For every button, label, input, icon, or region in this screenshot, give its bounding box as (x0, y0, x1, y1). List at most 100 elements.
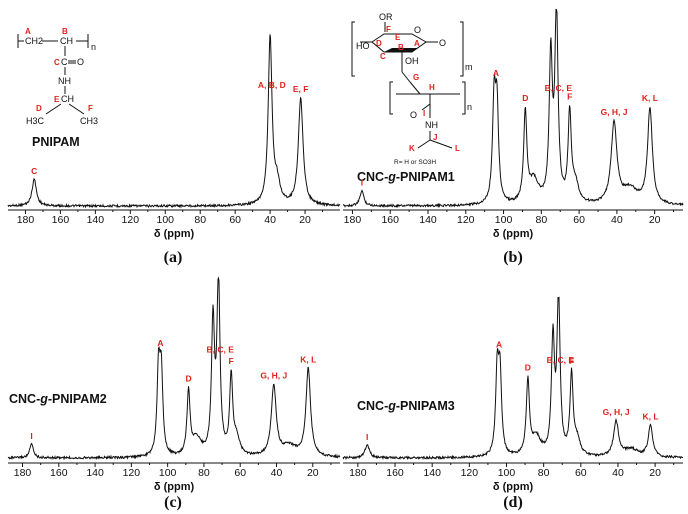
x-tick-label: 180 (344, 214, 362, 226)
panel-label: (a) (164, 249, 183, 266)
x-axis-label: δ (ppm) (493, 481, 534, 493)
peak-label: A, B, D (258, 80, 286, 90)
struct-a-n: n (91, 42, 96, 52)
x-tick-label: 160 (50, 467, 68, 479)
struct-b-label-k: K (409, 144, 415, 153)
x-tick-label: 100 (159, 467, 177, 479)
x-tick-label: 80 (538, 467, 550, 479)
struct-b-note: R= H or SO3H (394, 159, 436, 166)
peak-label: F (567, 92, 572, 102)
panel-label: (d) (503, 494, 523, 511)
x-tick-label: 20 (299, 214, 311, 226)
struct-b-or: OR (379, 12, 393, 22)
nmr-panel-b: 180 160 140 120 100 80 60 40 20 δ (ppm) (b) CNC-g-P… (342, 8, 684, 266)
struct-a-label-d: D (36, 104, 42, 113)
x-tick-label: 40 (612, 467, 624, 479)
struct-a-nh: NH (58, 76, 71, 86)
peak-label: D (525, 363, 531, 373)
x-tick-label: 120 (461, 467, 479, 479)
nmr-panel-c: 180 160 140 120 100 80 60 40 20 δ (ppm)(c) CNC-g-P… (7, 276, 341, 511)
struct-a-label-c: C (54, 58, 60, 67)
struct-b-m: m (465, 62, 473, 72)
pnipam-structure: A CH2 B CH n C C O NH E CH D F H3C CH3 P… (17, 27, 98, 149)
struct-a-h3c: H3C (26, 116, 45, 126)
struct-b-label-e: E (395, 33, 401, 42)
x-tick-label: 60 (234, 467, 246, 479)
struct-b-label-g: G (413, 73, 419, 82)
peak-label: C (31, 166, 37, 176)
x-tick-label: 40 (264, 214, 276, 226)
x-tick-label: 20 (649, 214, 661, 226)
struct-a-c: C (61, 57, 68, 67)
peak-label: B, C, E (545, 83, 573, 93)
x-tick-label: 160 (386, 467, 404, 479)
sample-label: CNC-g-PNIPAM2 (9, 392, 107, 406)
x-tick-label: 80 (194, 214, 206, 226)
struct-a-ch-e: CH (61, 94, 74, 104)
peak-label: K, L (300, 354, 316, 364)
peak-label: B, C, E (547, 355, 575, 365)
x-tick-label: 120 (123, 467, 141, 479)
peak-label: B, C, E (207, 345, 235, 355)
struct-b-label-h: H (429, 83, 435, 92)
sample-label: CNC-g-PNIPAM1 (357, 170, 455, 184)
x-tick-label: 60 (573, 214, 585, 226)
struct-a-ch2: CH2 (25, 36, 43, 46)
struct-b-label-c: C (380, 52, 386, 61)
x-tick-label: 180 (349, 467, 367, 479)
x-tick-label: 40 (611, 214, 623, 226)
struct-b-o: O (414, 25, 421, 35)
peak-label: K, L (642, 411, 658, 421)
struct-b-label-b: B (398, 43, 404, 52)
sample-label-a: PNIPAM (32, 135, 80, 149)
peak-label: I (361, 177, 363, 187)
x-tick-label: 20 (649, 467, 661, 479)
x-tick-label: 100 (156, 214, 174, 226)
peak-label: E, F (293, 84, 309, 94)
panel-label: (b) (503, 249, 523, 266)
panel-label: (c) (164, 494, 182, 511)
x-tick-label: 140 (419, 214, 437, 226)
struct-a-label-b: B (62, 27, 68, 36)
struct-b-label-i: I (423, 109, 425, 118)
peak-label: G, H, J (260, 371, 287, 381)
cnc-g-pnipam-structure: m OR O F E D B A C HO O OH G n H I O NH … (351, 12, 473, 166)
x-tick-label: 140 (86, 467, 104, 479)
peak-label: A (496, 340, 502, 350)
spectrum-line (7, 34, 341, 209)
spectrum-line (342, 8, 684, 209)
struct-b-label-a: A (414, 39, 420, 48)
x-tick-label: 80 (535, 214, 547, 226)
struct-a-ch3: CH3 (80, 116, 98, 126)
struct-b-o3: O (410, 110, 417, 120)
struct-a-label-a: A (25, 27, 31, 36)
struct-a-label-e: E (54, 95, 60, 104)
x-tick-label: 60 (575, 467, 587, 479)
peak-label: D (185, 374, 191, 384)
peak-label: F (569, 356, 574, 366)
spectrum-line (342, 296, 684, 461)
peak-label: G, H, J (603, 407, 630, 417)
x-tick-label: 120 (457, 214, 475, 226)
x-tick-label: 60 (229, 214, 241, 226)
x-tick-label: 160 (52, 214, 70, 226)
x-tick-label: 140 (87, 214, 105, 226)
peak-label: G, H, J (601, 107, 628, 117)
x-tick-label: 180 (14, 467, 32, 479)
struct-b-ho: HO (356, 41, 370, 51)
nmr-panel-d: 180 160 140 120 100 80 60 40 20 δ (ppm)(d) CNC-g-P… (342, 296, 684, 511)
struct-b-label-f: F (386, 25, 391, 34)
struct-a-o: O (77, 57, 84, 67)
struct-b-label-d: D (376, 39, 382, 48)
sample-label: CNC-g-PNIPAM3 (357, 399, 455, 413)
x-tick-label: 40 (271, 467, 283, 479)
x-tick-label: 100 (498, 467, 516, 479)
x-tick-label: 180 (17, 214, 35, 226)
struct-b-o2: O (439, 38, 446, 48)
struct-b-oh: OH (405, 56, 419, 66)
struct-b-label-j: J (433, 133, 437, 142)
peak-label: A (157, 338, 163, 348)
struct-b-nh: NH (425, 120, 438, 130)
x-tick-label: 120 (122, 214, 140, 226)
